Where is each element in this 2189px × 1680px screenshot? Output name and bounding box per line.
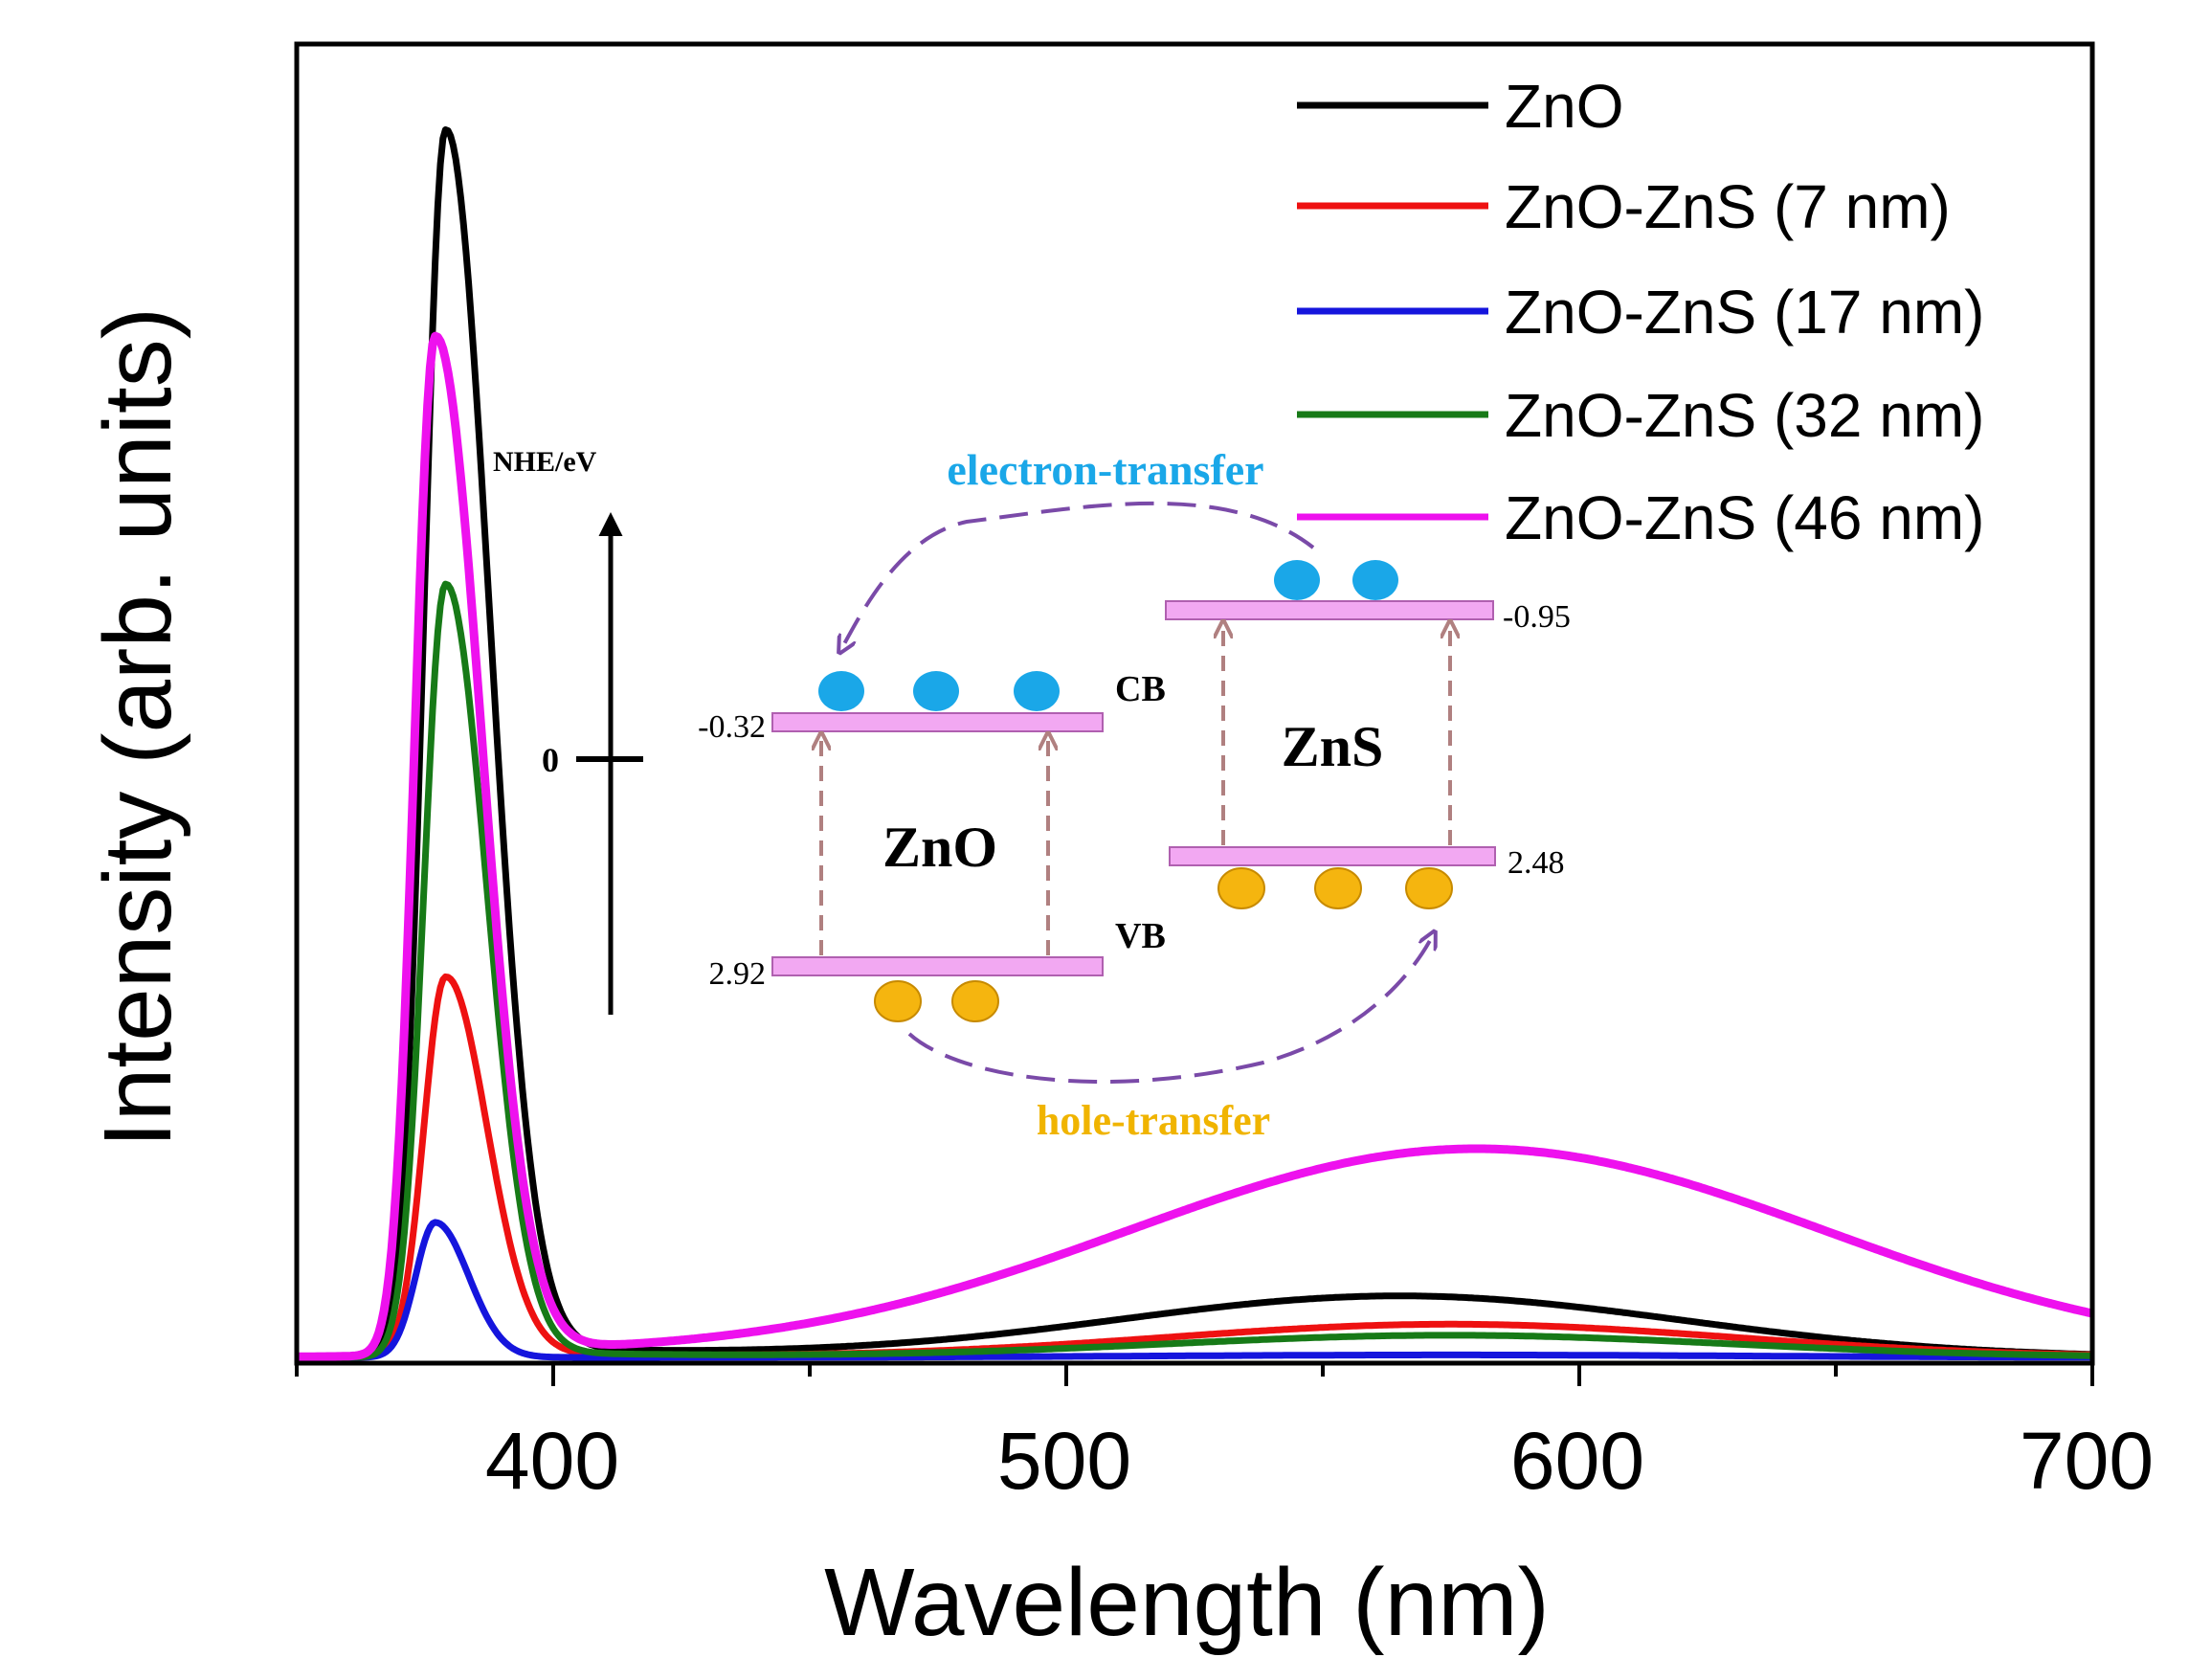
zns-vb-energy: 2.48 (1508, 845, 1565, 881)
series-line-zno-zns-17-nm (297, 1219, 2092, 1361)
zns-hole-1 (1217, 867, 1265, 909)
zns-conduction-band (1165, 600, 1494, 620)
hole-transfer-arrow (907, 933, 1434, 1085)
zno-hole-1 (874, 980, 922, 1022)
zno-label: ZnO (882, 816, 997, 879)
zno-valence-band (771, 956, 1104, 976)
zno-conduction-band (771, 712, 1104, 732)
legend-label-zno-zns-46nm: ZnO-ZnS (46 nm) (1505, 483, 1984, 552)
x-tick-label-700: 700 (2020, 1416, 2154, 1506)
zno-hole-2 (951, 980, 999, 1022)
zns-cb-energy: -0.95 (1503, 599, 1571, 635)
zno-electron-3 (1014, 671, 1060, 711)
zno-electron-1 (818, 671, 864, 711)
zns-valence-band (1169, 846, 1496, 866)
band-diagram-inset: NHE/eV 0 electron-transfer hole-transfer… (493, 445, 1571, 1144)
x-tick-label-600: 600 (1510, 1416, 1644, 1506)
legend-label-zno-zns-32nm: ZnO-ZnS (32 nm) (1505, 381, 1984, 450)
zns-hole-3 (1405, 867, 1453, 909)
x-axis-ticks (295, 1363, 2094, 1386)
zns-electron-2 (1352, 560, 1398, 600)
x-tick-label-400: 400 (485, 1416, 619, 1506)
plot-frame (294, 41, 2095, 1366)
zno-electron-2 (913, 671, 959, 711)
x-tick-label-500: 500 (997, 1416, 1131, 1506)
y-axis-title: Intensity (arb. units) (84, 307, 191, 1148)
series-line-zno-zns-7-nm (297, 973, 2092, 1361)
zns-electron-1 (1274, 560, 1320, 600)
legend-label-zno-zns-17nm: ZnO-ZnS (17 nm) (1505, 278, 1984, 347)
series-group (297, 126, 2092, 1361)
legend-label-zno: ZnO (1505, 72, 1623, 141)
vb-label: VB (1115, 916, 1166, 956)
energy-axis-zero-label: 0 (542, 741, 559, 779)
cb-label: CB (1115, 669, 1166, 709)
zns-hole-2 (1314, 867, 1362, 909)
zno-vb-energy: 2.92 (709, 956, 767, 992)
series-line-zno-zns-46-nm (297, 331, 2092, 1361)
legend-label-zno-zns-7nm: ZnO-ZnS (7 nm) (1505, 172, 1951, 241)
electron-transfer-arrow (840, 501, 1315, 651)
electron-transfer-label: electron-transfer (947, 445, 1263, 494)
zno-cb-energy: -0.32 (698, 709, 766, 745)
energy-axis-label: NHE/eV (493, 446, 597, 478)
x-axis-title: Wavelength (nm) (824, 1549, 1550, 1656)
hole-transfer-label: hole-transfer (1037, 1097, 1270, 1144)
zns-label: ZnS (1282, 715, 1384, 778)
legend: ZnO ZnO-ZnS (7 nm) ZnO-ZnS (17 nm) ZnO-Z… (1297, 72, 1984, 552)
series-line-zno-zns-32-nm (297, 580, 2092, 1361)
